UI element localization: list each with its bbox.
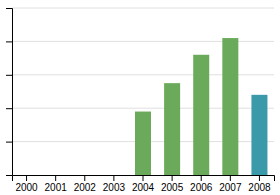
x-tick-label: 2005 — [161, 182, 184, 193]
x-tick-mark — [113, 175, 114, 181]
x-tick-label: 2004 — [132, 182, 155, 193]
x-tick: 2007 — [219, 175, 242, 193]
y-tick-mark — [6, 8, 12, 9]
x-tick: 2000 — [15, 175, 38, 193]
x-tick-mark — [172, 175, 173, 181]
y-tick — [6, 108, 12, 109]
x-tick-mark — [143, 175, 144, 181]
y-tick-mark — [6, 41, 12, 42]
x-tick-label: 2001 — [45, 182, 68, 193]
x-axis-line — [13, 176, 275, 182]
x-tick-label: 2000 — [15, 182, 38, 193]
bar — [106, 175, 122, 176]
x-tick-mark — [84, 175, 85, 181]
bar — [135, 112, 151, 175]
plot: 2000 2001 2002 2003 2004 2005 2006 2007 2008 — [6, 8, 275, 193]
y-tick-mark — [6, 75, 12, 76]
x-tick: 2005 — [161, 175, 184, 193]
x-tick-label: 2006 — [190, 182, 213, 193]
x-tick-label: 2002 — [74, 182, 97, 193]
y-axis-line — [6, 9, 13, 176]
x-tick-mark — [26, 175, 27, 181]
y-tick — [6, 75, 12, 76]
x-tick: 2006 — [190, 175, 213, 193]
x-tick-label: 2007 — [219, 182, 242, 193]
x-tick: 2001 — [45, 175, 68, 193]
bar — [164, 83, 180, 175]
x-tick: 2002 — [74, 175, 97, 193]
bar — [251, 95, 267, 175]
y-tick — [6, 8, 12, 9]
y-tick-mark — [6, 108, 12, 109]
x-axis: 2000 2001 2002 2003 2004 2005 2006 2007 2008 — [13, 175, 275, 193]
bars — [135, 38, 267, 175]
bar — [48, 175, 64, 176]
y-tick — [6, 142, 12, 143]
x-tick-mark — [230, 175, 231, 181]
y-tick — [6, 41, 12, 42]
x-tick: 2008 — [248, 175, 271, 193]
bar — [19, 175, 35, 176]
y-tick-mark — [6, 142, 12, 143]
x-tick-label: 2003 — [103, 182, 126, 193]
x-tick: 2004 — [132, 175, 155, 193]
grid-line — [12, 8, 274, 9]
y-axis — [6, 9, 13, 176]
bar — [77, 175, 93, 176]
x-tick-label: 2008 — [248, 182, 271, 193]
x-tick-mark — [259, 175, 260, 181]
bar — [193, 55, 209, 175]
x-tick: 2003 — [103, 175, 126, 193]
x-tick-mark — [201, 175, 202, 181]
bar — [222, 38, 238, 175]
x-tick-mark — [55, 175, 56, 181]
chart: 2000 2001 2002 2003 2004 2005 2006 2007 2008 — [0, 0, 280, 195]
